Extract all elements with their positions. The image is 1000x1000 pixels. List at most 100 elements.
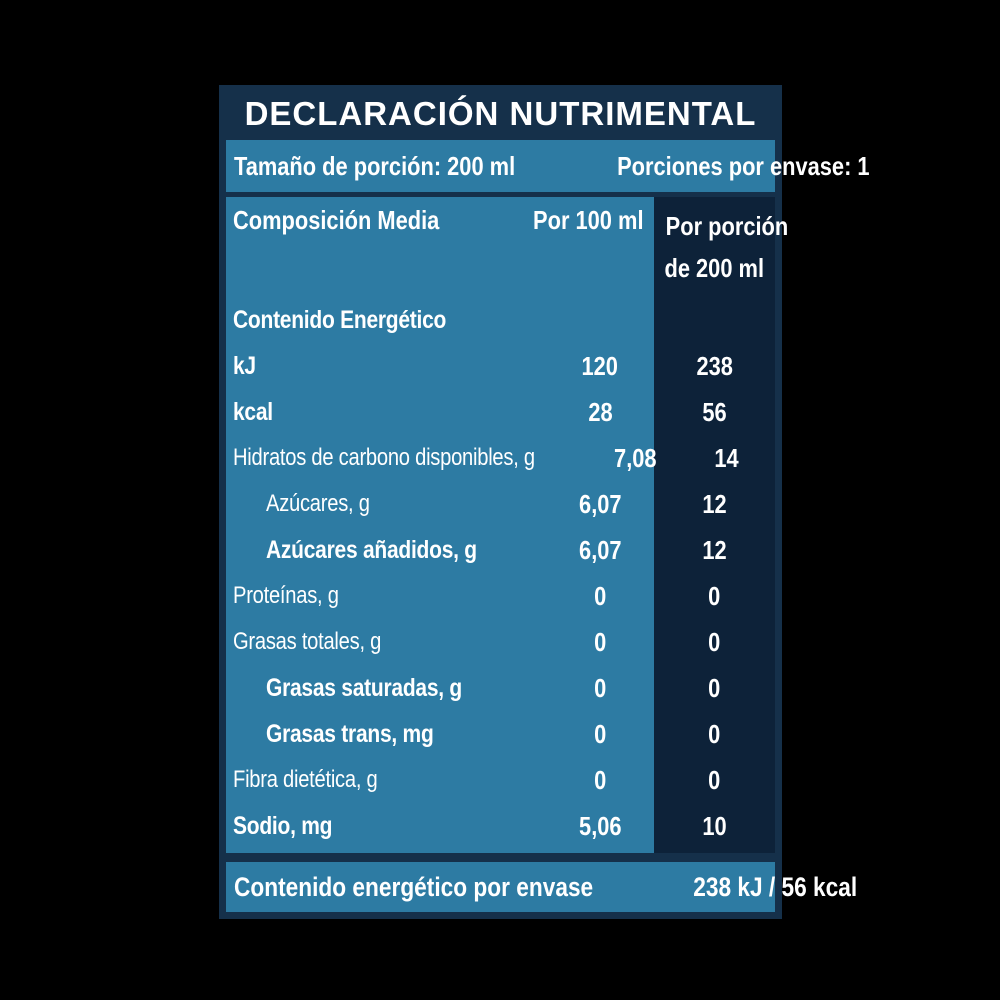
value-per-100ml-text: 0 xyxy=(593,718,607,749)
value-per-100ml-text: 28 xyxy=(587,396,613,427)
value-per-100ml: 7,08 xyxy=(592,443,678,474)
value-per-100ml-text: 0 xyxy=(593,580,607,611)
value-per-portion-text: 0 xyxy=(708,672,721,703)
table-row: Azúcares, g 6,07 12 xyxy=(226,481,775,527)
nutrient-name: Grasas trans, mg xyxy=(266,719,434,748)
value-per-100ml: 0 xyxy=(546,673,654,704)
nutrient-name-cell: Hidratos de carbono disponibles, g xyxy=(226,444,592,472)
nutrient-name: Hidratos de carbono disponibles, g xyxy=(233,444,535,471)
value-per-100ml: 6,07 xyxy=(546,489,654,520)
table-row: Grasas trans, mg 0 0 xyxy=(226,711,775,757)
value-per-100ml-text: 6,07 xyxy=(578,488,622,519)
header-per-portion-line1: Por porción xyxy=(665,211,789,241)
value-per-100ml-text: 5,06 xyxy=(578,810,622,841)
table-header: Composición Media Por 100 ml Por porción… xyxy=(226,197,789,297)
table-row: kcal 28 56 xyxy=(226,389,775,435)
nutrient-name-cell: Proteínas, g xyxy=(226,582,546,610)
table-row: Grasas totales, g 0 0 xyxy=(226,619,775,665)
header-per-100ml: Por 100 ml xyxy=(533,205,644,235)
servings-per-package: Porciones por envase: 1 xyxy=(616,150,870,181)
value-per-portion-text: 0 xyxy=(708,626,721,657)
nutrient-name: kJ xyxy=(233,351,256,380)
energy-per-package-band: Contenido energético por envase 238 kJ /… xyxy=(226,862,857,912)
value-per-100ml-text: 0 xyxy=(593,764,607,795)
nutrient-name: Proteínas, g xyxy=(233,582,339,609)
nutrition-table: Composición Media Por 100 ml Por porción… xyxy=(226,197,789,853)
header-per-portion-line2: de 200 ml xyxy=(664,253,765,283)
energy-per-package-label: Contenido energético por envase xyxy=(234,871,594,902)
value-per-portion xyxy=(654,305,775,336)
energy-per-package-value: 238 kJ / 56 kcal xyxy=(692,871,857,902)
table-rows: Contenido Energético kJ 120 238 kcal 28 56 Hidr… xyxy=(226,297,775,849)
nutrient-name-cell: Contenido Energético xyxy=(226,306,546,335)
header-per-portion: Por porción de 200 ml xyxy=(654,205,789,289)
table-row: Azúcares añadidos, g 6,07 12 xyxy=(226,527,775,573)
value-per-100ml: 0 xyxy=(546,765,654,796)
nutrient-name: Azúcares añadidos, g xyxy=(266,535,477,564)
value-per-portion-text: 0 xyxy=(708,764,721,795)
value-per-portion-text: 12 xyxy=(702,534,727,565)
serving-size: Tamaño de porción: 200 ml xyxy=(234,150,516,181)
nutrient-name: Grasas saturadas, g xyxy=(266,673,462,702)
value-per-portion: 12 xyxy=(654,535,775,566)
nutrient-name-cell: Azúcares añadidos, g xyxy=(226,536,546,565)
nutrient-name-cell: Fibra dietética, g xyxy=(226,766,546,794)
value-per-portion-text: 56 xyxy=(702,396,727,427)
value-per-portion-text: 12 xyxy=(702,488,727,519)
nutrient-name: Azúcares, g xyxy=(266,490,370,517)
value-per-portion: 10 xyxy=(654,811,775,842)
nutrient-name-cell: Grasas totales, g xyxy=(226,628,546,656)
nutrient-name-cell: Sodio, mg xyxy=(226,812,546,841)
value-per-portion-text: 0 xyxy=(708,580,721,611)
nutrient-name: kcal xyxy=(233,397,273,426)
value-per-portion-text: 238 xyxy=(696,350,733,381)
nutrient-name: Sodio, mg xyxy=(233,811,333,840)
value-per-portion: 56 xyxy=(654,397,775,428)
value-per-100ml-text: 0 xyxy=(593,672,607,703)
table-row: Contenido Energético xyxy=(226,297,775,343)
value-per-portion-text: 14 xyxy=(714,442,739,473)
nutrient-name-cell: kcal xyxy=(226,398,546,427)
value-per-portion: 14 xyxy=(679,443,776,474)
nutrient-name: Contenido Energético xyxy=(233,305,447,334)
value-per-100ml-text: 7,08 xyxy=(614,442,657,473)
value-per-100ml-text: 6,07 xyxy=(578,534,622,565)
value-per-100ml-text: 120 xyxy=(581,350,619,381)
value-per-100ml xyxy=(546,305,654,336)
value-per-portion: 238 xyxy=(654,351,775,382)
serving-info-band: Tamaño de porción: 200 ml Porciones por … xyxy=(226,140,869,192)
table-row: Sodio, mg 5,06 10 xyxy=(226,803,775,849)
nutrient-name: Fibra dietética, g xyxy=(233,766,378,793)
value-per-100ml: 0 xyxy=(546,719,654,750)
value-per-portion: 0 xyxy=(654,673,775,704)
table-row: Hidratos de carbono disponibles, g 7,08 14 xyxy=(226,435,775,481)
value-per-100ml: 6,07 xyxy=(546,535,654,566)
value-per-100ml: 5,06 xyxy=(546,811,654,842)
nutrient-name-cell: kJ xyxy=(226,352,546,381)
nutrient-name-cell: Grasas trans, mg xyxy=(226,720,546,749)
nutrient-name-cell: Azúcares, g xyxy=(226,490,546,518)
table-row: Fibra dietética, g 0 0 xyxy=(226,757,775,803)
header-composition: Composición Media xyxy=(233,205,440,235)
value-per-100ml: 0 xyxy=(546,627,654,658)
table-row: Grasas saturadas, g 0 0 xyxy=(226,665,775,711)
table-row: kJ 120 238 xyxy=(226,343,775,389)
nutrient-name-cell: Grasas saturadas, g xyxy=(226,674,546,703)
value-per-100ml-text: 0 xyxy=(593,626,607,657)
value-per-portion: 12 xyxy=(654,489,775,520)
label-title: DECLARACIÓN NUTRIMENTAL xyxy=(244,95,757,132)
nutrition-label: DECLARACIÓN NUTRIMENTAL Tamaño de porció… xyxy=(219,85,869,919)
value-per-portion: 0 xyxy=(654,627,775,658)
value-per-100ml: 120 xyxy=(546,351,654,382)
value-per-100ml: 28 xyxy=(546,397,654,428)
per-portion-column-background xyxy=(654,197,775,853)
table-row: Proteínas, g 0 0 xyxy=(226,573,775,619)
value-per-portion-text: 0 xyxy=(708,718,721,749)
value-per-portion-text: 10 xyxy=(702,810,727,841)
value-per-portion: 0 xyxy=(654,765,775,796)
value-per-portion: 0 xyxy=(654,719,775,750)
value-per-portion: 0 xyxy=(654,581,775,612)
value-per-100ml: 0 xyxy=(546,581,654,612)
nutrient-name: Grasas totales, g xyxy=(233,628,382,655)
